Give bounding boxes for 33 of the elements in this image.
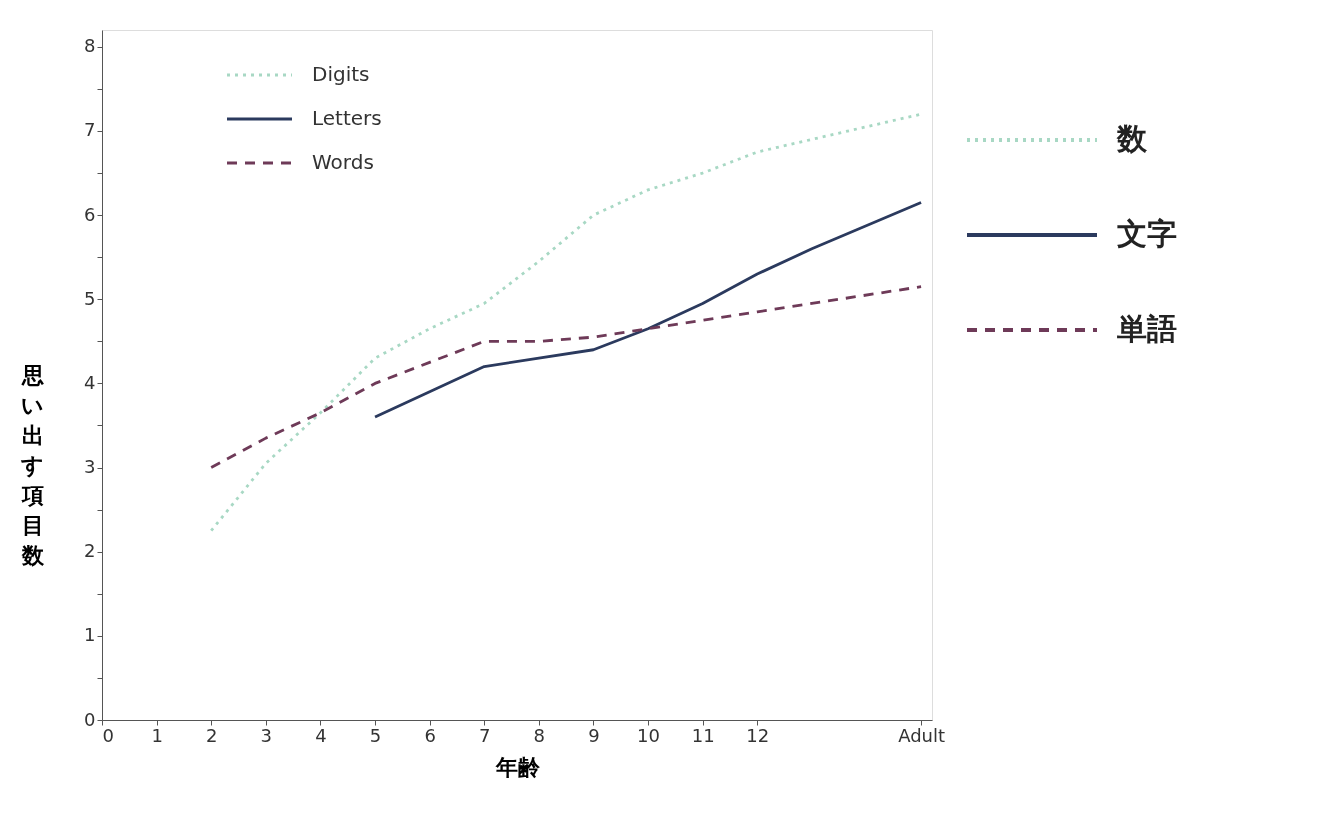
y-tick-label: 8 <box>84 35 96 57</box>
y-tick-label: 3 <box>84 456 96 478</box>
y-tick-label: 1 <box>84 624 96 646</box>
x-tick-label: 6 <box>424 724 436 746</box>
x-tick-label: 0 <box>102 724 114 746</box>
legend-label: Letters <box>312 106 382 130</box>
y-tick-label: 5 <box>84 287 96 309</box>
x-tick-label: Adult <box>898 724 946 746</box>
y-tick-label: 6 <box>84 203 96 225</box>
x-tick-label: 12 <box>746 724 770 746</box>
x-axis-title: 年齢 <box>494 754 541 780</box>
y-tick-label: 2 <box>84 540 96 562</box>
y-tick-label: 0 <box>84 708 96 730</box>
legend-label: Words <box>312 150 374 174</box>
x-tick-label: 3 <box>260 724 273 746</box>
x-tick-label: 5 <box>369 724 382 746</box>
text: 数 <box>1116 121 1148 156</box>
text: 文字 <box>1117 216 1177 251</box>
x-tick-label: 9 <box>588 724 600 746</box>
x-tick-label: 8 <box>533 724 546 746</box>
x-tick-label: 2 <box>205 724 218 746</box>
y-tick-label: 7 <box>84 119 96 141</box>
y-tick-label: 4 <box>84 371 96 393</box>
x-tick-label: 10 <box>637 724 661 746</box>
legend-label: Digits <box>312 62 370 86</box>
text: 単語 <box>1117 311 1177 346</box>
x-tick-label: 4 <box>315 724 327 746</box>
x-tick-label: 11 <box>691 724 715 746</box>
line-series <box>373 201 923 419</box>
line-series <box>209 285 923 469</box>
y-axis-title: 思い出す項目数 <box>20 362 45 568</box>
x-tick-label: 1 <box>151 724 163 746</box>
x-tick-label: 7 <box>479 724 491 746</box>
